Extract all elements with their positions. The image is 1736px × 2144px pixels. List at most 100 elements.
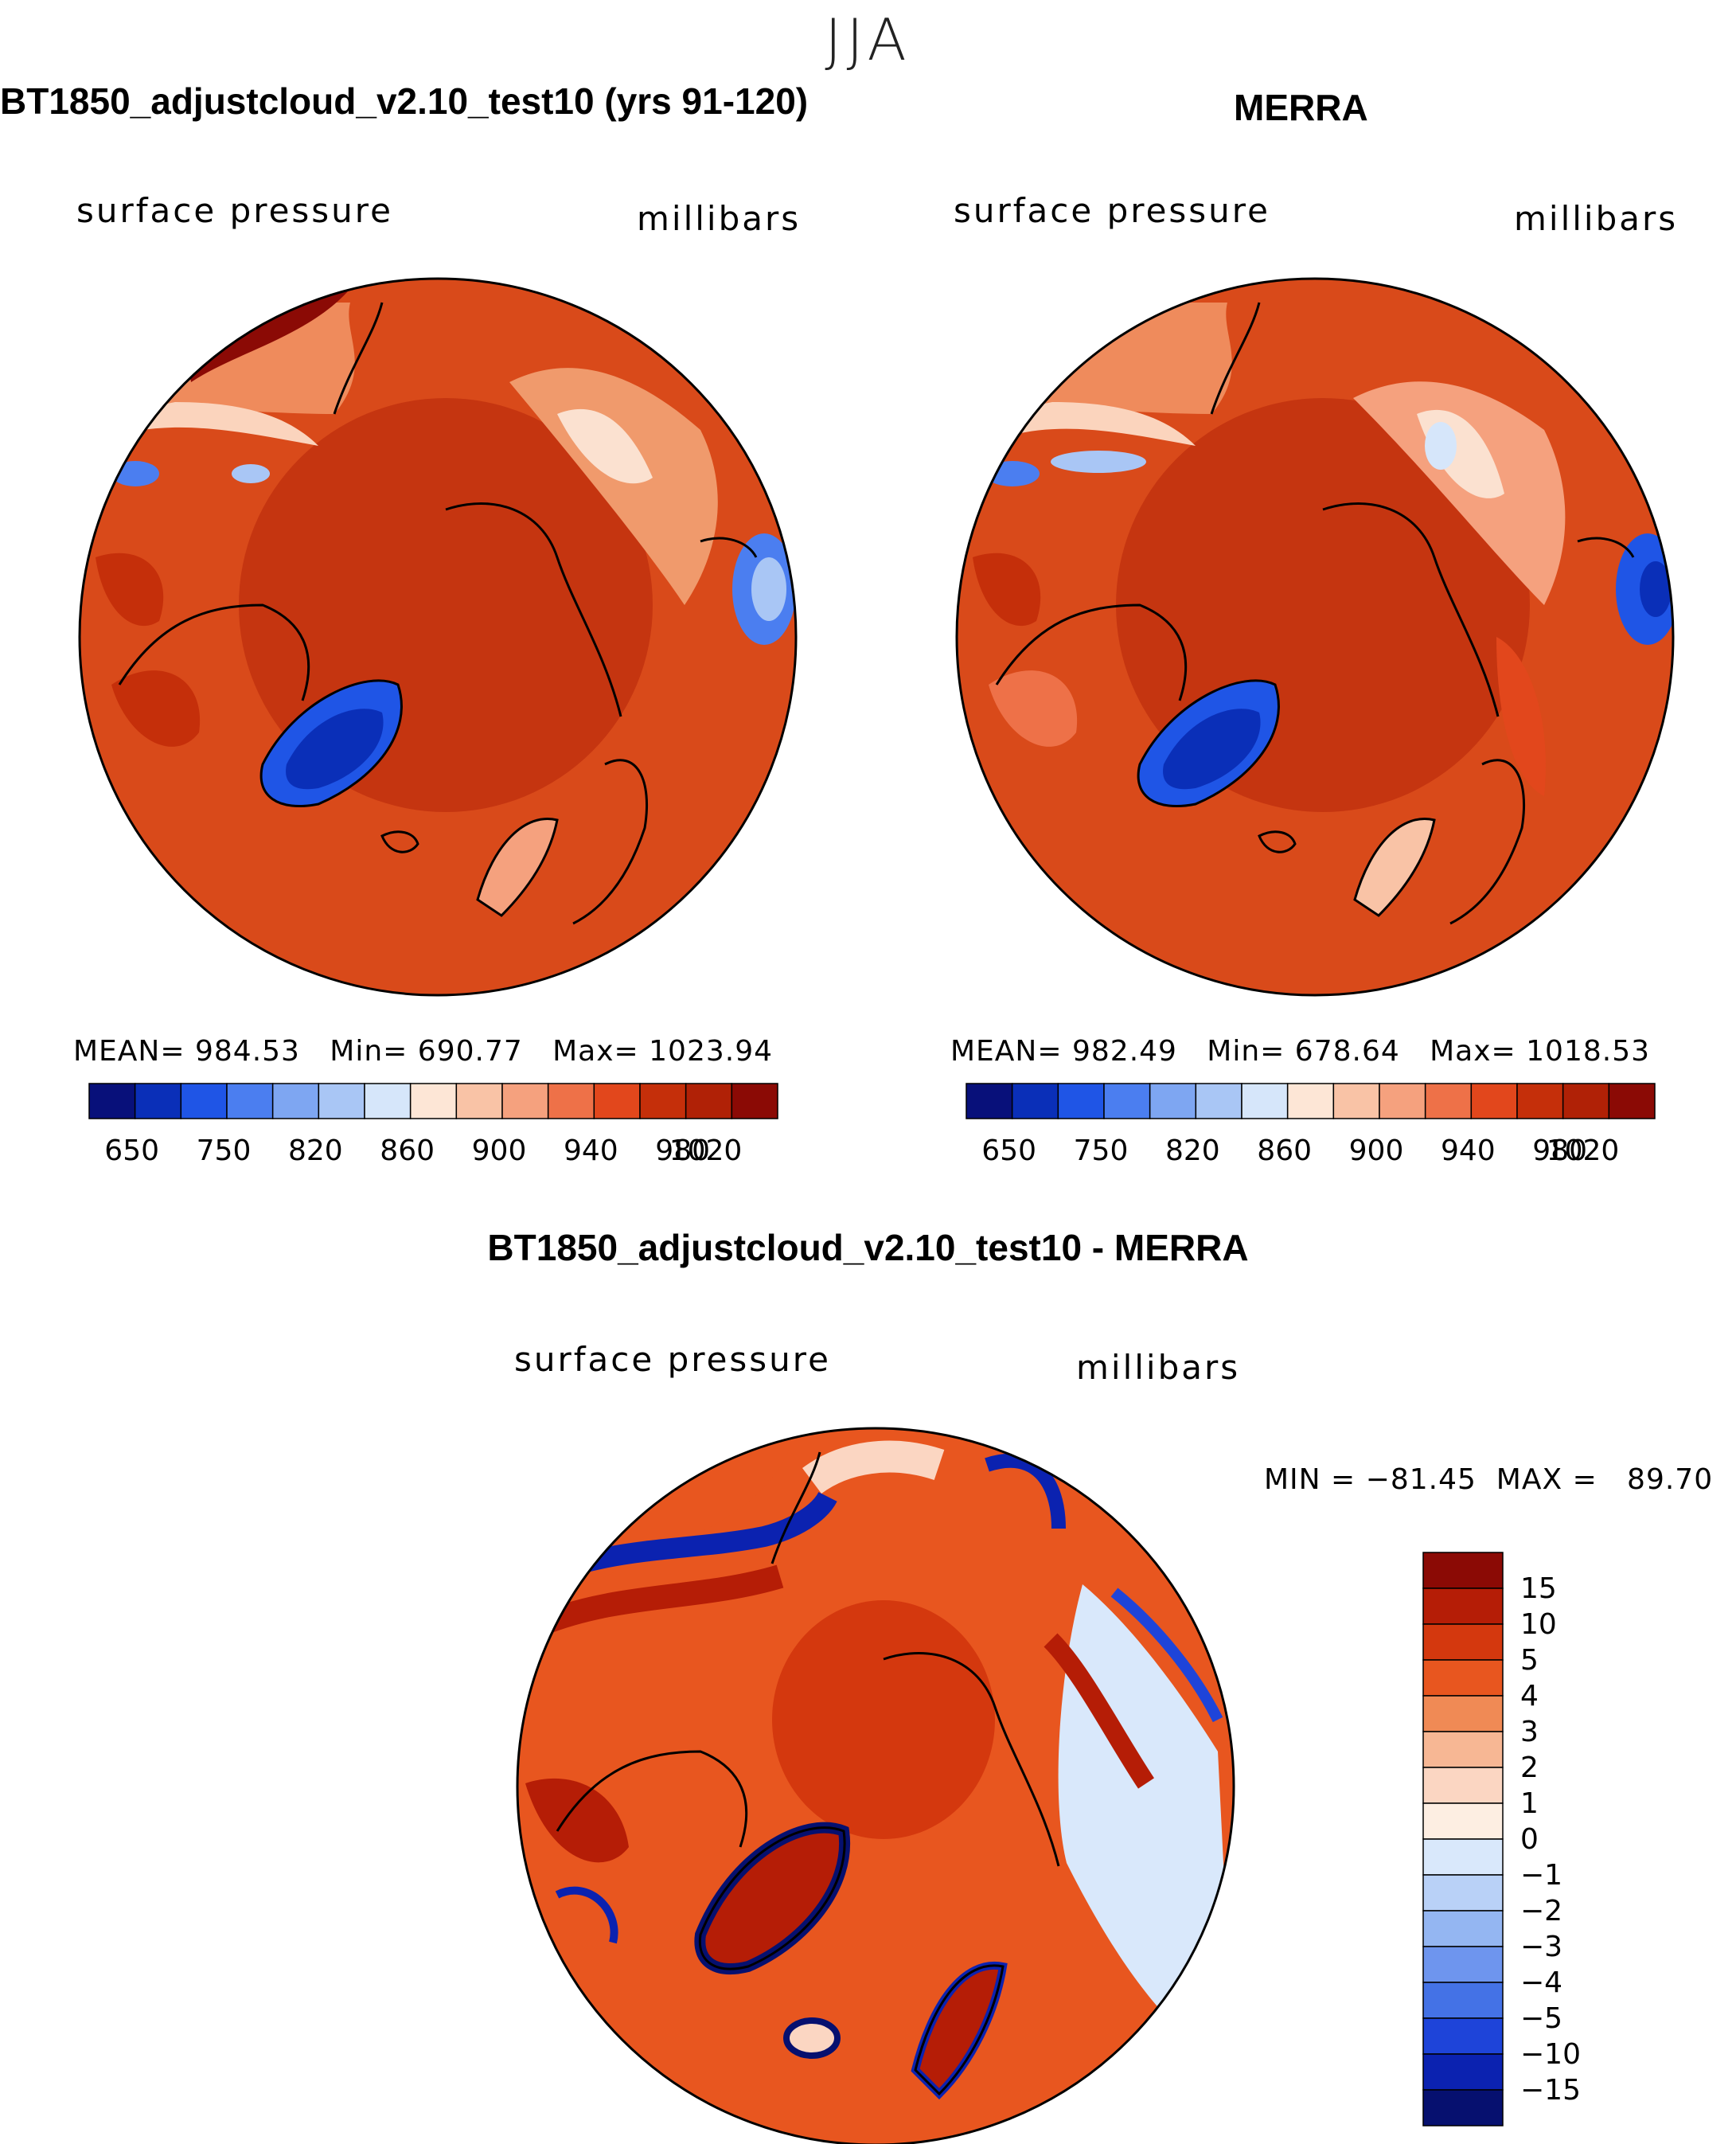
- panel-3-colorbar-tick-label: 2: [1520, 1752, 1539, 1784]
- panel-3-colorbar-tick-label: 3: [1520, 1716, 1539, 1748]
- panel-1-colorbar-tick-label: 860: [380, 1134, 435, 1167]
- panel-2-units-label: millibars: [1514, 199, 1679, 238]
- season-title: JJA: [825, 6, 911, 73]
- panel-3-colorbar-tick-label: −1: [1520, 1859, 1562, 1892]
- panel-3-stats: MIN = −81.45 MAX = 89.70: [1264, 1463, 1714, 1496]
- panel-1-max-label: Max=: [552, 1035, 639, 1068]
- panel-2-colorbar-tick-label: 860: [1257, 1134, 1312, 1167]
- panel-2-colorbar-tick-label: 1020: [1547, 1134, 1620, 1167]
- panel-2-max-label: Max=: [1430, 1035, 1516, 1068]
- panel-3-variable-label: surface pressure: [514, 1340, 831, 1379]
- panel-1-min-value: 690.77: [417, 1035, 523, 1068]
- panel-1-colorbar-tick-label: 900: [472, 1134, 527, 1167]
- panel-2-colorbar-swatch: [1011, 1083, 1059, 1119]
- panel-1-max-value: 1023.94: [649, 1035, 774, 1068]
- panel-2-colorbar-swatch: [1103, 1083, 1151, 1119]
- panel-2-colorbar-swatch: [1562, 1083, 1610, 1119]
- panel-1-colorbar-swatch: [501, 1083, 549, 1119]
- panel-1-colorbar-swatch: [226, 1083, 274, 1119]
- panel-3-colorbar-tick-label: −5: [1520, 2002, 1562, 2035]
- panel-3-colorbar-swatch: [1422, 2053, 1504, 2091]
- panel-3-colorbar-swatch: [1422, 2089, 1504, 2126]
- panel-2-colorbar-tick-label: 820: [1165, 1134, 1220, 1167]
- panel-1-colorbar-swatch: [180, 1083, 228, 1119]
- panel-3-colorbar-swatch: [1422, 1552, 1504, 1589]
- panel-1-variable-label: surface pressure: [76, 191, 393, 230]
- panel-1-map: [78, 277, 798, 997]
- panel-1-mean-value: 984.53: [194, 1035, 300, 1068]
- panel-3-colorbar-swatch: [1422, 1982, 1504, 2019]
- panel-2-colorbar-swatch: [1286, 1083, 1335, 1119]
- panel-1-colorbar-swatch: [318, 1083, 365, 1119]
- panel-1-colorbar-swatch: [685, 1083, 733, 1119]
- panel-1-stats: MEAN= 984.53 Min= 690.77 Max= 1023.94: [73, 1035, 773, 1068]
- panel-3-colorbar-tick-label: 0: [1520, 1823, 1539, 1856]
- panel-2-colorbar-swatch: [1516, 1083, 1564, 1119]
- panel-2-colorbar-tick-label: 750: [1074, 1134, 1129, 1167]
- panel-2-colorbar-tick-label: 940: [1441, 1134, 1496, 1167]
- panel-2-colorbar-tick-label: 980: [1532, 1134, 1587, 1167]
- panel-3-colorbar-swatch: [1422, 2017, 1504, 2055]
- panel-2-colorbar-swatch: [1195, 1083, 1243, 1119]
- panel-3-title: BT1850_adjustcloud_v2.10_test10 - MERRA: [487, 1227, 1249, 1268]
- panel-2-colorbar-swatch: [966, 1083, 1013, 1119]
- panel-1-map-border: [78, 277, 798, 997]
- panel-3-units-label: millibars: [1076, 1348, 1241, 1387]
- panel-3-colorbar-swatch: [1422, 1802, 1504, 1840]
- panel-1-colorbar-tick-label: 650: [104, 1134, 159, 1167]
- panel-2-mean-value: 982.49: [1071, 1035, 1177, 1068]
- panel-3-colorbar-tick-label: 5: [1520, 1644, 1539, 1677]
- panel-2-colorbar-tick-label: 900: [1349, 1134, 1404, 1167]
- panel-1-colorbar-swatch: [364, 1083, 412, 1119]
- panel-1-min-label: Min=: [330, 1035, 408, 1068]
- panel-1-colorbar-swatch: [455, 1083, 503, 1119]
- panel-3-colorbar-tick-label: 1: [1520, 1787, 1539, 1820]
- panel-3-colorbar-swatch: [1422, 1623, 1504, 1661]
- panel-2-colorbar-swatch: [1608, 1083, 1656, 1119]
- panel-3-colorbar-swatch: [1422, 1731, 1504, 1768]
- panel-1-colorbar-tick-label: 980: [655, 1134, 710, 1167]
- panel-2-title: MERRA: [1234, 87, 1368, 128]
- panel-3-colorbar-swatch: [1422, 1587, 1504, 1625]
- panel-3-colorbar-swatch: [1422, 1659, 1504, 1697]
- panel-1-colorbar-tick-label: 940: [564, 1134, 618, 1167]
- panel-2-map-border: [955, 277, 1675, 997]
- panel-1-colorbar-tick-label: 1020: [669, 1134, 743, 1167]
- panel-3-colorbar-tick-label: −15: [1520, 2074, 1581, 2107]
- panel-2-stats: MEAN= 982.49 Min= 678.64 Max= 1018.53: [950, 1035, 1650, 1068]
- panel-1-units-label: millibars: [637, 199, 802, 238]
- panel-3-map: [516, 1427, 1235, 2144]
- panel-2-mean-label: MEAN=: [950, 1035, 1063, 1068]
- panel-3-colorbar-tick-label: −2: [1520, 1895, 1562, 1927]
- panel-2-colorbar-swatch: [1057, 1083, 1105, 1119]
- panel-2-colorbar-swatch: [1332, 1083, 1380, 1119]
- panel-3-colorbar-tick-label: −10: [1520, 2038, 1581, 2071]
- panel-1-colorbar-swatch: [593, 1083, 641, 1119]
- panel-3-colorbar-swatch: [1422, 1910, 1504, 1947]
- panel-1-mean-label: MEAN=: [73, 1035, 185, 1068]
- panel-2-colorbar-swatch: [1149, 1083, 1197, 1119]
- panel-3-colorbar-swatch: [1422, 1695, 1504, 1732]
- panel-3-colorbar-swatch: [1422, 1946, 1504, 1983]
- panel-2-variable-label: surface pressure: [954, 191, 1270, 230]
- panel-3-colorbar-swatch: [1422, 1838, 1504, 1876]
- panel-3-map-border: [516, 1427, 1235, 2144]
- panel-1-colorbar-swatch: [88, 1083, 136, 1119]
- panel-1-colorbar-tick-label: 750: [197, 1134, 252, 1167]
- panel-1-colorbar-swatch: [731, 1083, 778, 1119]
- panel-1-colorbar-swatch: [639, 1083, 687, 1119]
- panel-2-min-value: 678.64: [1294, 1035, 1400, 1068]
- panel-3-colorbar-tick-label: 15: [1520, 1572, 1557, 1605]
- panel-2-colorbar-tick-label: 650: [981, 1134, 1036, 1167]
- panel-2-colorbar-swatch: [1241, 1083, 1289, 1119]
- panel-1-colorbar-tick-label: 820: [288, 1134, 343, 1167]
- panel-1-title: BT1850_adjustcloud_v2.10_test10 (yrs 91-…: [0, 80, 809, 122]
- panel-2-map: [955, 277, 1675, 997]
- panel-1-colorbar-swatch: [547, 1083, 595, 1119]
- panel-3-colorbar-tick-label: −4: [1520, 1966, 1562, 1999]
- panel-3-colorbar-tick-label: 4: [1520, 1680, 1539, 1712]
- panel-2-min-label: Min=: [1207, 1035, 1285, 1068]
